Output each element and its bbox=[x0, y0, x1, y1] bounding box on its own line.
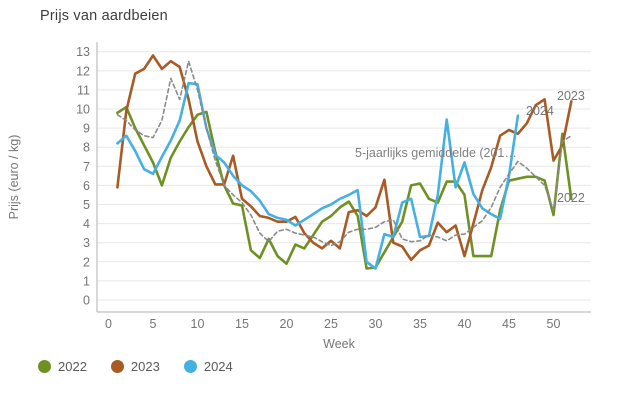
series-line-2023 bbox=[116, 54, 573, 262]
legend-item-2024[interactable]: 2024 bbox=[183, 359, 233, 374]
y-tick-label: 1 bbox=[83, 274, 90, 288]
y-tick-label: 6 bbox=[83, 179, 90, 193]
x-tick-label: 50 bbox=[547, 317, 561, 331]
series-line-5-jaarlijks-gemiddelde bbox=[116, 60, 573, 247]
x-tick-label: 45 bbox=[502, 317, 516, 331]
x-tick-label: 40 bbox=[458, 317, 472, 331]
x-tick-label: 20 bbox=[280, 317, 294, 331]
legend-swatch-2022-icon bbox=[38, 360, 51, 373]
x-tick-label: 25 bbox=[324, 317, 338, 331]
x-axis-title: Week bbox=[323, 337, 355, 351]
series-line-2022 bbox=[116, 105, 573, 270]
legend-label-2022: 2022 bbox=[58, 359, 87, 374]
series-end-label-2022: 2022 bbox=[557, 191, 585, 205]
series-end-label-2024: 2024 bbox=[526, 104, 554, 118]
chart-title: Prijs van aardbeien bbox=[40, 8, 168, 24]
y-tick-label: 2 bbox=[83, 255, 90, 269]
legend-label-2023: 2023 bbox=[130, 359, 160, 374]
y-tick-label: 10 bbox=[76, 103, 90, 117]
y-tick-label: 12 bbox=[76, 64, 90, 78]
y-tick-label: 4 bbox=[83, 217, 90, 231]
avg-series-annotation: 5-jaarlijks gemiddelde (201… bbox=[355, 146, 517, 160]
x-tick-label: 15 bbox=[235, 317, 249, 331]
y-tick-label: 8 bbox=[83, 141, 90, 155]
y-tick-label: 5 bbox=[83, 198, 90, 212]
legend-item-2022[interactable]: 2022 bbox=[38, 359, 87, 374]
legend-label-2024: 2024 bbox=[203, 359, 233, 374]
y-tick-label: 3 bbox=[83, 236, 90, 250]
y-tick-label: 9 bbox=[83, 122, 90, 136]
legend-swatch-2023-icon bbox=[110, 360, 124, 373]
y-tick-label: 0 bbox=[83, 294, 90, 308]
x-tick-label: 10 bbox=[191, 317, 205, 331]
x-tick-label: 35 bbox=[413, 317, 427, 331]
legend-swatch-2024-icon bbox=[183, 360, 197, 373]
x-tick-label: 5 bbox=[150, 317, 157, 331]
x-tick-label: 30 bbox=[369, 317, 383, 331]
y-tick-label: 11 bbox=[77, 83, 90, 97]
x-tick-label: 0 bbox=[105, 317, 112, 331]
series-end-label-2023: 2023 bbox=[557, 89, 585, 103]
legend-item-2023[interactable]: 2023 bbox=[110, 359, 160, 374]
series-line-2024 bbox=[116, 81, 520, 270]
legend: 2022 2023 2024 bbox=[38, 359, 233, 374]
y-tick-label: 7 bbox=[83, 160, 90, 174]
y-axis-title: Prijs (euro / kg) bbox=[7, 135, 21, 220]
y-tick-label: 13 bbox=[76, 45, 90, 59]
